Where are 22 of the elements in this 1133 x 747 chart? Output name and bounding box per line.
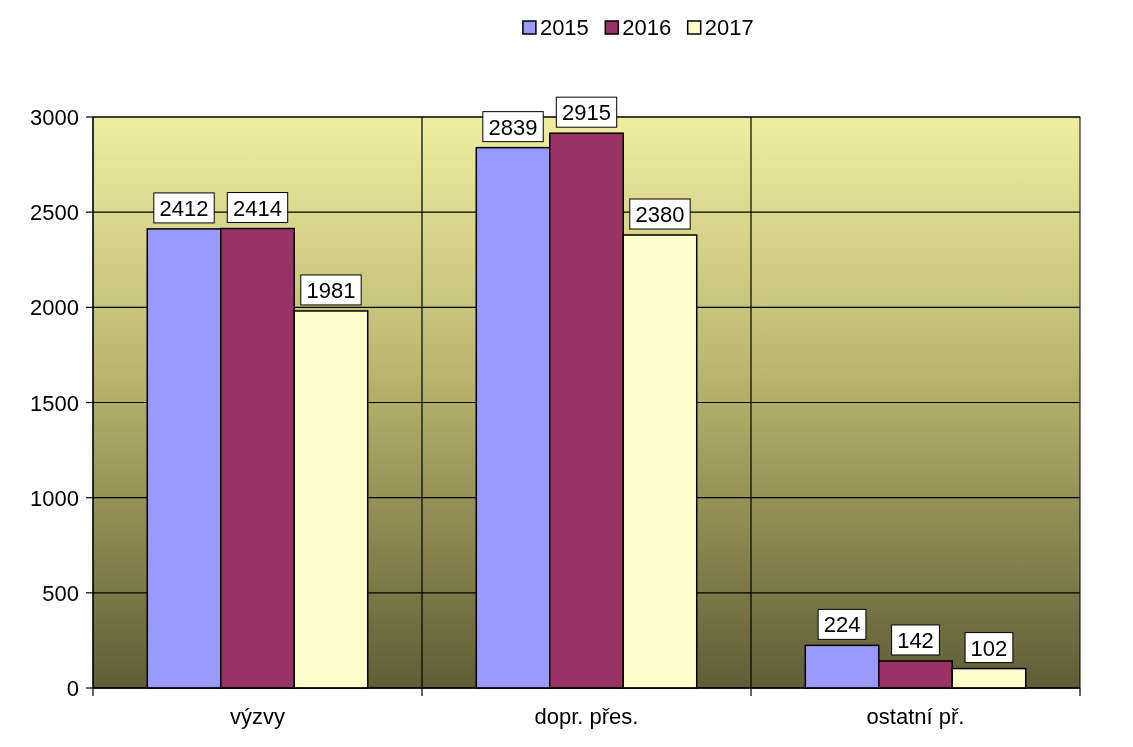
- data-label: 1981: [306, 277, 356, 303]
- data-label: 2839: [488, 114, 538, 140]
- data-label: 102: [970, 635, 1008, 661]
- x-tick-label: výzvy: [230, 704, 285, 729]
- legend-label: 2016: [622, 15, 672, 40]
- y-tick-label: 1500: [30, 390, 79, 416]
- x-tick-label: dopr. přes.: [534, 704, 639, 729]
- y-tick-label: 2000: [30, 295, 79, 321]
- data-label: 2414: [233, 195, 282, 221]
- data-label: 224: [823, 612, 861, 638]
- y-tick-label: 2500: [30, 200, 79, 226]
- x-tick-label: ostatní př.: [866, 704, 965, 729]
- legend-label: 2017: [704, 15, 754, 40]
- y-tick-label: 1000: [30, 485, 79, 511]
- legend-label: 2015: [539, 15, 589, 40]
- data-label: 2380: [635, 202, 685, 228]
- y-tick-label: 500: [42, 580, 79, 606]
- data-label: 142: [897, 627, 934, 653]
- y-tick-label: 0: [66, 676, 79, 701]
- data-label: 2915: [562, 100, 611, 126]
- y-tick-label: 3000: [30, 105, 79, 130]
- data-label: 2412: [159, 195, 209, 221]
